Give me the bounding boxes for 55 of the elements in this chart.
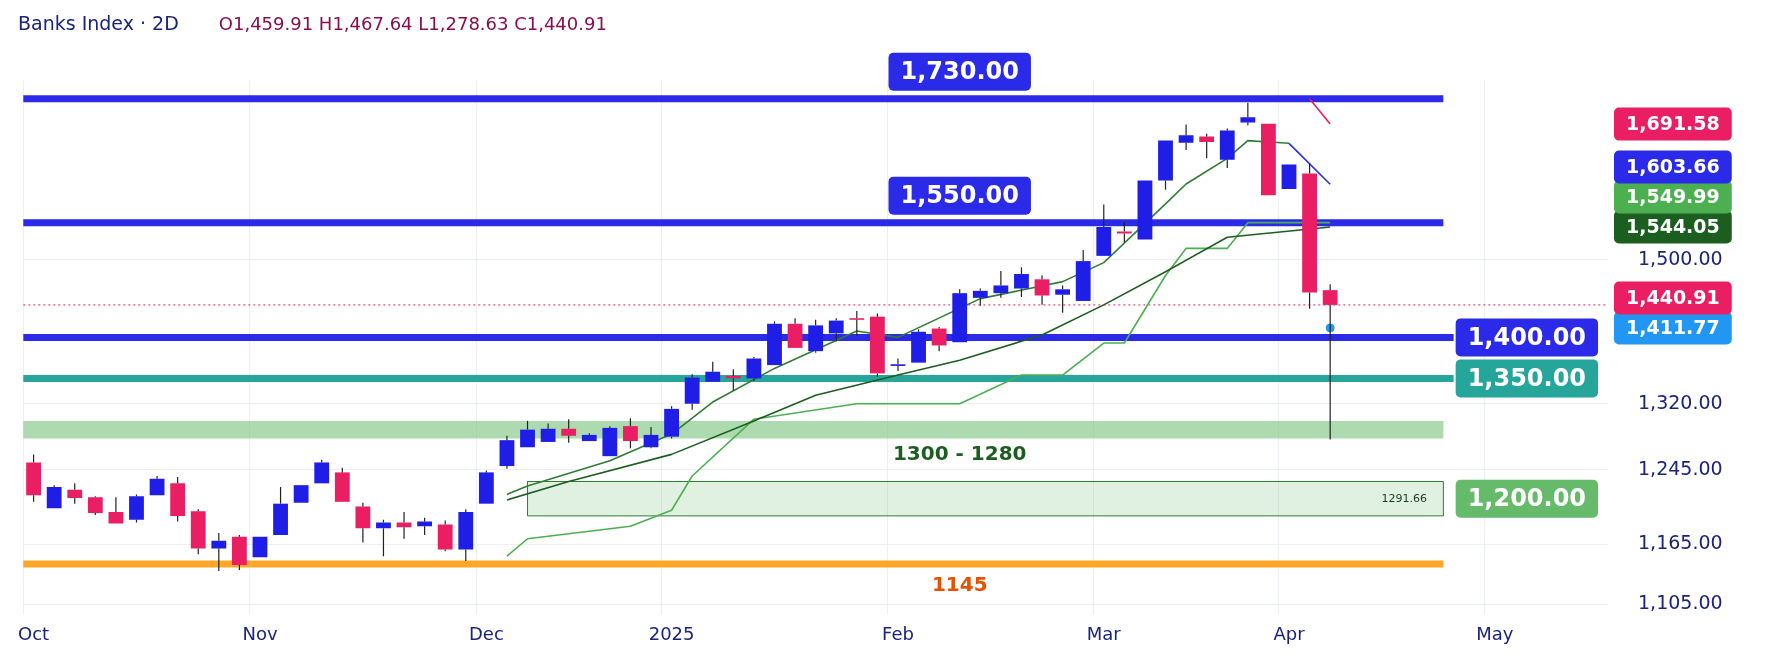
x-tick-label: May bbox=[1476, 622, 1514, 644]
candlestick bbox=[869, 312, 885, 378]
candlestick bbox=[499, 435, 515, 470]
candlestick bbox=[931, 326, 947, 352]
x-tick-label: Nov bbox=[242, 622, 278, 644]
x-tick-label: Feb bbox=[882, 622, 914, 644]
candlestick bbox=[1199, 133, 1215, 159]
candlestick bbox=[540, 422, 556, 442]
text: 1,411.77 bbox=[1626, 315, 1720, 338]
candlestick bbox=[602, 425, 618, 457]
candlestick bbox=[149, 475, 165, 496]
candlestick bbox=[581, 432, 597, 442]
text: O1,459.91 H1,467.64 L1,278.63 C1,440.91 bbox=[218, 12, 607, 34]
y-tick-label: 1,500.00 bbox=[1638, 246, 1723, 269]
y-tick-label: 1,105.00 bbox=[1638, 591, 1723, 614]
candlestick bbox=[746, 356, 762, 382]
x-tick-label: Mar bbox=[1086, 622, 1122, 644]
candlestick bbox=[993, 270, 1009, 299]
candlestick bbox=[684, 373, 700, 411]
candlestick bbox=[355, 502, 371, 544]
candlestick bbox=[67, 482, 83, 505]
candlestick bbox=[46, 484, 62, 509]
ref-line-label: 1,550.00 bbox=[900, 180, 1019, 209]
text: 1,549.99 bbox=[1626, 184, 1720, 207]
band-label: 1300 - 1280 bbox=[892, 440, 1027, 465]
candlestick bbox=[520, 420, 535, 448]
text: 1,691.58 bbox=[1626, 112, 1720, 135]
annotation: 1291.66 bbox=[1381, 491, 1428, 505]
band-label: 1,200.00 bbox=[1467, 483, 1587, 512]
ref-line-label: 1,350.00 bbox=[1467, 363, 1587, 392]
ref-line-label: 1,730.00 bbox=[900, 57, 1019, 86]
candlestick bbox=[1055, 284, 1071, 314]
candlestick bbox=[1178, 123, 1194, 151]
candlestick bbox=[890, 357, 906, 372]
y-tick-label: 1,245.00 bbox=[1638, 456, 1723, 479]
candlestick bbox=[1116, 221, 1132, 244]
candlestick bbox=[108, 496, 124, 524]
candlestick bbox=[849, 310, 865, 337]
text: 1,603.66 bbox=[1626, 154, 1720, 177]
x-tick-label: 2025 bbox=[648, 622, 695, 644]
x-tick-label: Apr bbox=[1273, 622, 1306, 644]
x-tick-label: Dec bbox=[468, 622, 504, 644]
ref-line-label: 1,400.00 bbox=[1467, 322, 1587, 351]
ref-line-label: 1145 bbox=[931, 572, 988, 597]
y-tick-label: 1,165.00 bbox=[1638, 531, 1723, 554]
x-tick-label: Oct bbox=[18, 622, 50, 644]
candlestick bbox=[87, 497, 103, 516]
candlestick bbox=[787, 317, 803, 348]
text: 1,544.05 bbox=[1626, 214, 1720, 237]
candlestick bbox=[211, 532, 227, 572]
candlestick bbox=[643, 426, 659, 448]
chart-title: Banks Index · 2D bbox=[18, 12, 179, 34]
y-tick-label: 1,320.00 bbox=[1638, 390, 1723, 413]
ref-line-label: 1,440.91 bbox=[1626, 285, 1720, 308]
candlestick bbox=[1219, 127, 1235, 169]
